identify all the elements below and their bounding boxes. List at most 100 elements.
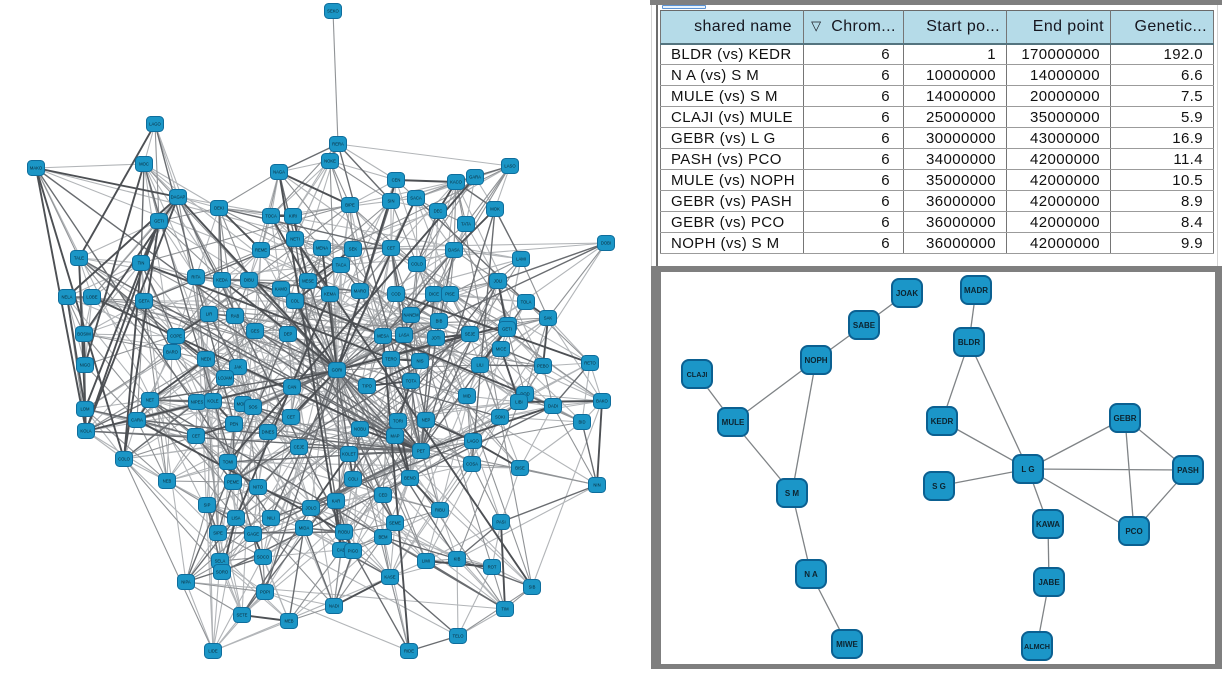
- svg-text:LASA: LASA: [399, 333, 410, 338]
- svg-text:BLDR: BLDR: [958, 338, 980, 347]
- svg-text:SETE: SETE: [237, 613, 248, 618]
- svg-text:MEB: MEB: [284, 619, 293, 624]
- svg-text:LAGO: LAGO: [467, 439, 479, 444]
- svg-text:SELA: SELA: [215, 559, 226, 564]
- svg-text:NIPES: NIPES: [191, 400, 204, 405]
- svg-text:MIWE: MIWE: [836, 640, 858, 649]
- svg-text:KAMO: KAMO: [275, 287, 288, 292]
- svg-text:CET: CET: [287, 415, 296, 420]
- svg-text:N A: N A: [804, 570, 818, 579]
- svg-text:KOLET: KOLET: [342, 452, 356, 457]
- svg-text:DIBU: DIBU: [244, 278, 254, 283]
- svg-text:NOKE: NOKE: [324, 159, 336, 164]
- svg-text:GORI: GORI: [332, 368, 343, 373]
- svg-text:COLO: COLO: [118, 457, 131, 462]
- svg-text:SEJE: SEJE: [465, 332, 476, 337]
- svg-text:GARA: GARA: [469, 175, 481, 180]
- svg-text:LIMI: LIMI: [422, 559, 430, 564]
- svg-text:BARO: BARO: [166, 350, 179, 355]
- svg-text:NIN: NIN: [593, 483, 600, 488]
- svg-text:TOLA: TOLA: [521, 300, 532, 305]
- svg-text:TIM: TIM: [501, 607, 509, 612]
- svg-text:BEM: BEM: [378, 535, 388, 540]
- svg-text:COD: COD: [391, 292, 400, 297]
- svg-text:PEME: PEME: [227, 480, 239, 485]
- svg-text:RETO: RETO: [584, 361, 596, 366]
- svg-text:KEMA: KEMA: [324, 292, 336, 297]
- svg-text:NANEM: NANEM: [403, 313, 419, 318]
- svg-text:LOBE: LOBE: [86, 295, 97, 300]
- svg-text:KACO: KACO: [450, 180, 463, 185]
- svg-text:SIP: SIP: [204, 503, 211, 508]
- svg-text:SIB: SIB: [529, 585, 536, 590]
- svg-text:GETI: GETI: [154, 219, 164, 224]
- svg-text:LASO: LASO: [504, 164, 516, 169]
- svg-text:GETA: GETA: [138, 299, 149, 304]
- svg-text:BOSIM: BOSIM: [77, 332, 91, 337]
- svg-text:KAR: KAR: [332, 499, 341, 504]
- svg-text:NILI: NILI: [267, 516, 275, 521]
- svg-text:DOD: DOD: [520, 392, 529, 397]
- svg-text:LOM: LOM: [80, 407, 90, 412]
- svg-text:BISE: BISE: [515, 466, 525, 471]
- svg-text:CAN: CAN: [288, 385, 297, 390]
- svg-text:LIR: LIR: [206, 312, 213, 317]
- svg-text:DAGAP: DAGAP: [171, 195, 186, 200]
- svg-text:ALMCH: ALMCH: [1024, 642, 1050, 651]
- svg-text:REME: REME: [255, 248, 267, 253]
- svg-text:BENO: BENO: [404, 476, 417, 481]
- svg-text:MAKO: MAKO: [30, 166, 43, 171]
- svg-text:COPE: COPE: [170, 334, 182, 339]
- svg-text:BID: BID: [579, 420, 586, 425]
- svg-text:NET: NET: [146, 398, 155, 403]
- svg-text:NITO: NITO: [253, 485, 264, 490]
- svg-text:KIRI: KIRI: [289, 214, 297, 219]
- svg-text:KASE: KASE: [384, 575, 395, 580]
- svg-text:RAB: RAB: [231, 314, 240, 319]
- svg-text:PASH: PASH: [1177, 466, 1199, 475]
- svg-text:JAK: JAK: [234, 365, 242, 370]
- svg-text:CET: CET: [192, 434, 201, 439]
- svg-text:PEN: PEN: [230, 422, 239, 427]
- svg-text:NEP: NEP: [422, 418, 431, 423]
- svg-text:COLO: COLO: [411, 262, 424, 267]
- svg-text:LAMI: LAMI: [516, 257, 526, 262]
- svg-text:PEBO: PEBO: [537, 364, 549, 369]
- svg-text:GETI: GETI: [502, 327, 512, 332]
- svg-text:CARA: CARA: [131, 418, 143, 423]
- svg-text:TALE: TALE: [74, 256, 84, 261]
- svg-text:PISE: PISE: [445, 292, 455, 297]
- svg-text:SACA: SACA: [410, 196, 422, 201]
- svg-text:MARO: MARO: [354, 289, 367, 294]
- svg-text:S G: S G: [932, 482, 946, 491]
- svg-text:NIGO: NIGO: [80, 363, 91, 368]
- svg-text:KEDA: KEDA: [216, 278, 228, 283]
- svg-text:CEJE: CEJE: [294, 445, 305, 450]
- svg-text:POPI: POPI: [260, 590, 270, 595]
- svg-text:RERA: RERA: [332, 142, 344, 147]
- svg-text:SORO: SORO: [216, 570, 229, 575]
- svg-text:SIN: SIN: [388, 199, 395, 204]
- svg-text:KOLE: KOLE: [207, 399, 218, 404]
- svg-text:DEP: DEP: [284, 332, 293, 337]
- svg-text:DINES: DINES: [262, 430, 275, 435]
- svg-text:MOKO: MOKO: [237, 402, 251, 407]
- svg-text:SOS: SOS: [249, 405, 258, 410]
- svg-text:COLI: COLI: [348, 477, 358, 482]
- svg-text:TELO: TELO: [453, 634, 465, 639]
- svg-text:DEC: DEC: [434, 209, 443, 214]
- svg-text:MOK: MOK: [490, 207, 500, 212]
- svg-text:DASA: DASA: [448, 248, 460, 253]
- svg-text:MESE: MESE: [302, 279, 314, 284]
- svg-text:MOC: MOC: [139, 162, 149, 167]
- svg-text:SAK: SAK: [544, 316, 553, 321]
- svg-text:JOTI: JOTI: [431, 336, 440, 341]
- svg-text:GES: GES: [251, 329, 260, 334]
- svg-text:BAKO: BAKO: [596, 399, 608, 404]
- svg-text:SABE: SABE: [853, 321, 876, 330]
- svg-text:S M: S M: [785, 489, 800, 498]
- svg-text:MESA: MESA: [377, 334, 389, 339]
- svg-text:TIN: TIN: [138, 261, 145, 266]
- svg-text:TOTA: TOTA: [406, 379, 417, 384]
- svg-text:SOKI: SOKI: [495, 415, 505, 420]
